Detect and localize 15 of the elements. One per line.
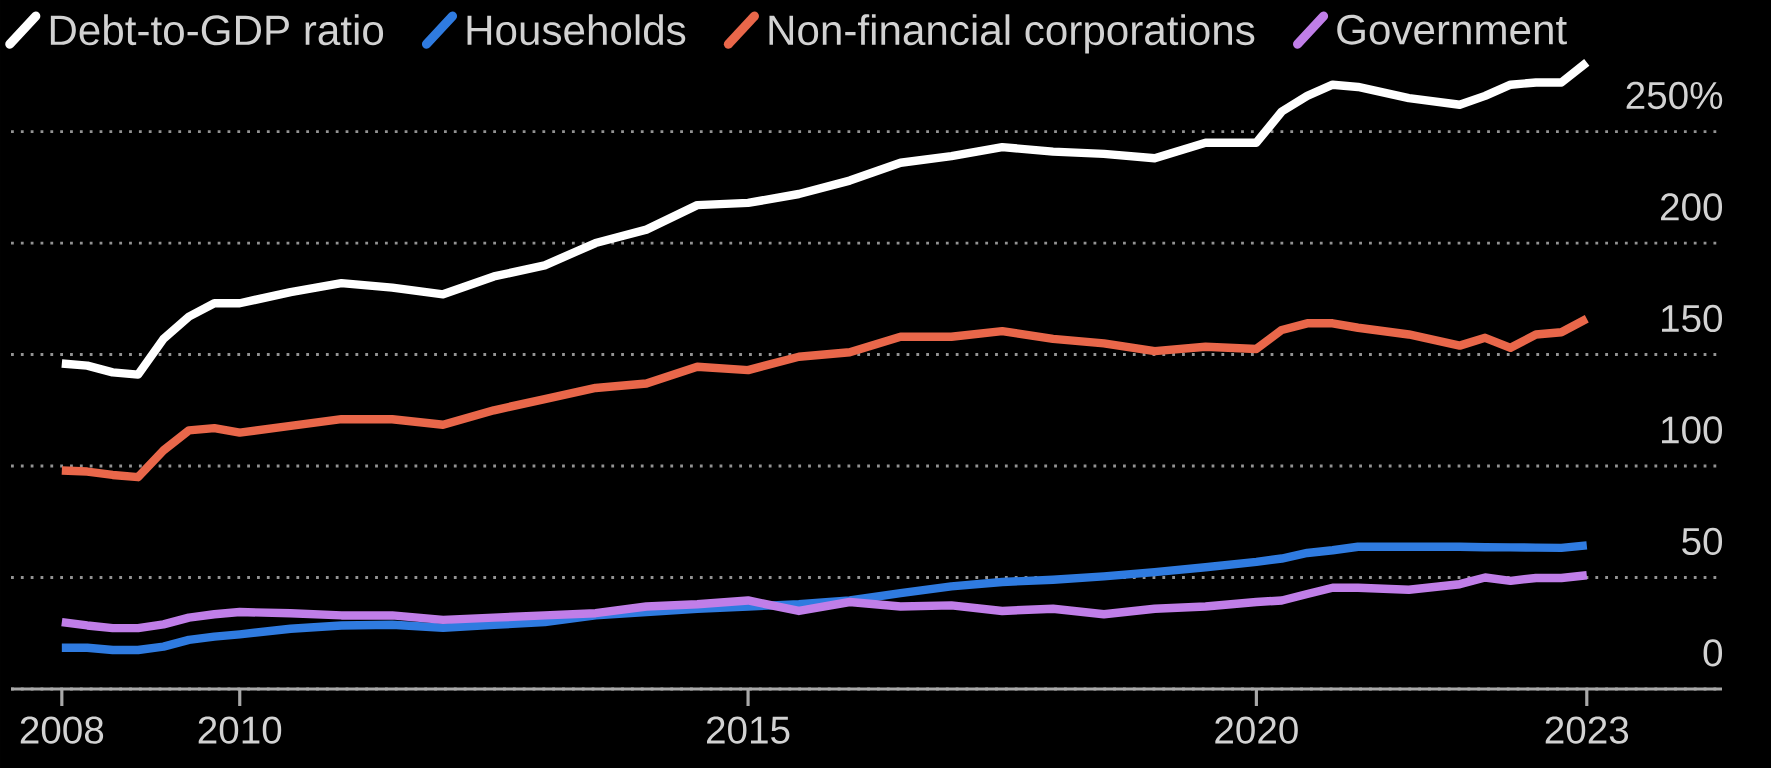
x-tick-label: 2008 [20,716,104,744]
x-tick-label: 2015 [707,716,790,744]
legend-label: Households [467,14,686,46]
y-tick-label: 100 [1662,416,1723,444]
x-tick-label: 2020 [1215,716,1298,744]
x-tick-label: 2023 [1545,716,1629,744]
x-tick-label: 2010 [198,716,282,744]
y-tick-label: 0 [1703,639,1723,667]
legend-label: Non-financial corporations [769,14,1255,54]
legend-label: Government [1337,14,1567,45]
y-tick-label: 150 [1662,304,1723,333]
y-tick-label: 50 [1682,527,1723,556]
y-tick-label: 200 [1661,193,1723,221]
y-tick-label: 250% [1626,81,1723,110]
legend-label: Debt-to-GDP ratio [50,14,384,46]
